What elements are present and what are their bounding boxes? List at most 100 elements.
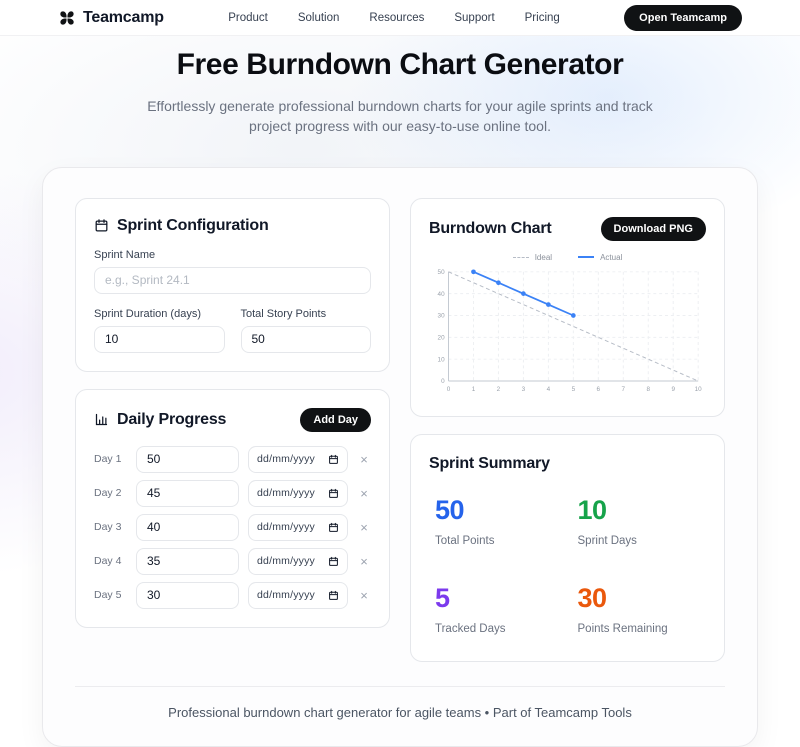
stat-label: Points Remaining	[577, 623, 668, 636]
calendar-icon	[329, 488, 338, 498]
sprint-duration-input[interactable]	[94, 325, 225, 353]
day-date-input[interactable]: dd/mm/yyyy	[248, 479, 348, 507]
brand-name: Teamcamp	[83, 8, 164, 26]
sprint-name-input[interactable]	[94, 266, 371, 294]
summary-stat: 10 Sprint Days	[578, 495, 701, 547]
calendar-icon	[329, 590, 338, 600]
stat-value: 5	[435, 583, 450, 614]
svg-text:7: 7	[622, 385, 626, 392]
nav-link-solution[interactable]: Solution	[297, 11, 340, 24]
svg-text:40: 40	[438, 290, 446, 297]
calendar-icon	[94, 218, 109, 233]
panel-title: Daily Progress	[117, 410, 227, 428]
sprint-name-label: Sprint Name	[94, 248, 156, 261]
daily-progress-row: Day 1 dd/mm/yyyy ×	[94, 445, 371, 473]
daily-progress-row: Day 5 dd/mm/yyyy ×	[94, 581, 371, 609]
day-date-input[interactable]: dd/mm/yyyy	[248, 547, 348, 575]
date-placeholder: dd/mm/yyyy	[257, 555, 316, 568]
daily-progress-rows: Day 1 dd/mm/yyyy × Day 2 dd/mm/yyyy × Day 3 dd/…	[94, 445, 371, 609]
right-column: Burndown Chart Download PNG Ideal Actual …	[410, 197, 725, 663]
date-placeholder: dd/mm/yyyy	[257, 453, 316, 466]
stat-value: 10	[577, 495, 608, 526]
remove-day-button[interactable]: ×	[357, 521, 371, 534]
day-date-input[interactable]: dd/mm/yyyy	[248, 581, 348, 609]
svg-text:50: 50	[438, 269, 446, 276]
day-label: Day 4	[94, 555, 122, 568]
total-story-points-label: Total Story Points	[240, 307, 327, 320]
svg-text:10: 10	[695, 385, 703, 392]
sprint-configuration-panel: Sprint Configuration Sprint Name Sprint …	[75, 197, 390, 372]
summary-stat: 50 Total Points	[435, 495, 558, 547]
daily-progress-row: Day 2 dd/mm/yyyy ×	[94, 479, 371, 507]
page-subtitle: Effortlessly generate professional burnd…	[147, 98, 653, 135]
svg-text:3: 3	[522, 385, 526, 392]
download-png-button[interactable]: Download PNG	[600, 216, 706, 241]
stat-label: Tracked Days	[435, 623, 506, 636]
date-placeholder: dd/mm/yyyy	[257, 521, 316, 534]
day-label: Day 5	[94, 589, 122, 602]
footer-text: Professional burndown chart generator fo…	[168, 705, 632, 721]
day-label: Day 2	[94, 487, 122, 500]
stat-label: Sprint Days	[577, 535, 637, 548]
burndown-chart-svg: 0 1 2 3 4 5 6 7 8 9 10 0 10 20 30 40 50	[438, 269, 703, 393]
svg-text:20: 20	[438, 334, 446, 341]
chart-legend: Ideal Actual	[429, 253, 706, 262]
hero-section: Free Burndown Chart Generator Effortless…	[0, 48, 800, 137]
day-points-input[interactable]	[136, 513, 239, 541]
brand[interactable]: Teamcamp	[58, 9, 164, 27]
nav-link-pricing[interactable]: Pricing	[524, 11, 560, 24]
daily-progress-panel: Daily Progress Add Day Day 1dd/mm/yyyy×D…	[75, 388, 390, 628]
burndown-chart: 0 1 2 3 4 5 6 7 8 9 10 0 10 20 30 40 50	[429, 264, 706, 399]
nav-link-product[interactable]: Product	[228, 11, 268, 24]
teamcamp-logo-icon	[58, 9, 76, 27]
panel-title: Sprint Configuration	[117, 216, 269, 234]
remove-day-button[interactable]: ×	[357, 487, 371, 500]
remove-day-button[interactable]: ×	[357, 555, 371, 568]
remove-day-button[interactable]: ×	[357, 453, 371, 466]
summary-stat: 5 Tracked Days	[435, 583, 558, 635]
sprint-duration-label: Sprint Duration (days)	[94, 307, 201, 320]
svg-text:0: 0	[447, 385, 451, 392]
day-date-input[interactable]: dd/mm/yyyy	[248, 513, 348, 541]
legend-item-actual: Actual	[578, 253, 622, 262]
main-nav: Product Solution Resources Support Pricing	[228, 12, 560, 24]
nav-link-support[interactable]: Support	[454, 11, 495, 24]
burndown-chart-panel: Burndown Chart Download PNG Ideal Actual …	[410, 197, 725, 418]
day-points-input[interactable]	[136, 547, 239, 575]
summary-stats-grid: 50 Total Points 10 Sprint Days 5 Tracked Days…	[429, 495, 706, 635]
total-story-points-input[interactable]	[240, 325, 371, 353]
date-placeholder: dd/mm/yyyy	[257, 589, 316, 602]
calendar-icon	[329, 522, 338, 532]
day-points-input[interactable]	[136, 479, 239, 507]
svg-text:5: 5	[572, 385, 576, 392]
calendar-icon	[329, 454, 338, 464]
panel-title: Sprint Summary	[429, 455, 550, 473]
svg-text:1: 1	[472, 385, 476, 392]
bar-chart-icon	[94, 412, 109, 427]
day-label: Day 3	[94, 521, 122, 534]
add-day-button[interactable]: Add Day	[300, 407, 371, 432]
top-navigation-bar: Teamcamp Product Solution Resources Support…	[0, 0, 800, 36]
svg-text:8: 8	[646, 385, 650, 392]
stat-value: 30	[577, 583, 608, 614]
nav-link-resources[interactable]: Resources	[369, 11, 425, 24]
generator-card: Sprint Configuration Sprint Name Sprint …	[42, 166, 758, 747]
page-title: Free Burndown Chart Generator	[176, 48, 624, 81]
open-teamcamp-button[interactable]: Open Teamcamp	[624, 4, 742, 31]
sprint-summary-panel: Sprint Summary 50 Total Points 10 Sprint Da…	[410, 434, 725, 663]
svg-text:30: 30	[438, 312, 446, 319]
panel-title: Burndown Chart	[429, 219, 552, 237]
day-date-input[interactable]: dd/mm/yyyy	[248, 445, 348, 473]
stat-value: 50	[435, 495, 465, 526]
svg-text:4: 4	[547, 385, 551, 392]
daily-progress-row: Day 4 dd/mm/yyyy ×	[94, 547, 371, 575]
day-points-input[interactable]	[136, 581, 239, 609]
card-footer: Professional burndown chart generator fo…	[75, 686, 725, 720]
daily-progress-row: Day 3 dd/mm/yyyy ×	[94, 513, 371, 541]
legend-item-ideal: Ideal	[512, 253, 552, 262]
date-placeholder: dd/mm/yyyy	[257, 487, 316, 500]
remove-day-button[interactable]: ×	[357, 589, 371, 602]
stat-label: Total Points	[435, 535, 495, 548]
day-points-input[interactable]	[136, 445, 239, 473]
day-label: Day 1	[94, 453, 122, 466]
